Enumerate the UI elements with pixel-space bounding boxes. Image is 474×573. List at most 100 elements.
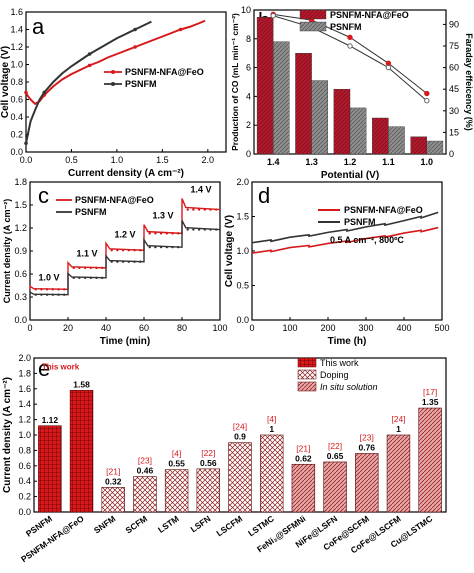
- step-label: 1.0 V: [38, 272, 59, 282]
- x-tick-label: 1.0: [421, 157, 434, 167]
- data-point: [133, 45, 137, 49]
- bar-insitu: [386, 434, 411, 513]
- reference-label: [23]: [360, 432, 374, 442]
- reference-label: [4]: [172, 449, 181, 459]
- y-tick-label: 0.5: [236, 281, 249, 291]
- legend-label: PSNFM: [75, 207, 107, 217]
- data-point: [171, 245, 174, 249]
- y-tick-label: 2.0: [236, 177, 249, 187]
- data-point: [45, 293, 49, 296]
- y-axis-label: Production of CO (mL min⁻¹ cm⁻²): [230, 13, 240, 151]
- data-point: [192, 208, 195, 211]
- x-tick-label: 2.0: [202, 155, 215, 165]
- faradaic-point: [347, 43, 353, 49]
- y-axis-label: Current density (A cm⁻²): [2, 199, 12, 303]
- reference-label: [21]: [106, 466, 120, 476]
- y-tick-label: 0.4: [10, 112, 23, 122]
- panel-label-e: e: [38, 356, 50, 381]
- y-tick-label: 4: [246, 91, 251, 101]
- legend-label: This work: [320, 358, 359, 368]
- legend-swatch: [299, 21, 327, 32]
- data-point: [72, 266, 75, 270]
- step-label: 1.3 V: [152, 211, 173, 221]
- bar-value-label: 1.12: [42, 415, 59, 425]
- faradaic-point: [270, 13, 276, 19]
- panel-label-d: d: [258, 183, 270, 208]
- data-point: [133, 27, 137, 32]
- reference-label: [17]: [423, 387, 437, 397]
- data-point: [57, 288, 60, 291]
- panel-b-chart: 1.4 1.3 1.2 1.1 1.0 0 2 4 6 8 10 0 15 30 45 60 75 90 Poten…: [230, 5, 474, 181]
- faradaic-point: [424, 90, 430, 97]
- y-tick-label: 1.2: [14, 223, 27, 233]
- series-line-black: [251, 211, 439, 244]
- bar-value-label: 0.9: [234, 432, 246, 442]
- y-tick-label: 0.9: [14, 246, 27, 256]
- data-point: [78, 276, 81, 280]
- bar-value-label: 0.65: [327, 451, 344, 461]
- data-point: [154, 245, 157, 249]
- x-axis-label: Current density (A cm⁻²): [68, 168, 184, 179]
- data-point: [127, 249, 130, 252]
- y-tick-label: 1.2: [10, 42, 23, 52]
- data-point: [148, 232, 151, 235]
- y-tick-label: 0.8: [10, 77, 23, 87]
- y2-tick-label: 15: [449, 127, 459, 137]
- data-point: [133, 260, 136, 263]
- panel-label-c: c: [38, 183, 49, 208]
- data-point: [116, 260, 119, 263]
- y-tick-label: 1.6: [10, 7, 23, 17]
- series-line-black: [29, 220, 221, 296]
- x-tick-label: 60: [139, 323, 149, 333]
- data-point: [116, 249, 119, 252]
- data-point: [165, 232, 168, 235]
- bar-darkred: [333, 88, 351, 155]
- faradaic-point: [385, 64, 392, 71]
- data-point: [51, 288, 54, 291]
- bar-doping: [259, 434, 284, 513]
- data-point: [57, 293, 60, 296]
- bar-insitu: [291, 463, 316, 513]
- data-point: [148, 245, 151, 249]
- data-point: [83, 266, 87, 270]
- y2-tick-label: 75: [449, 41, 459, 51]
- y-tick-label: 1.4: [18, 399, 31, 409]
- data-point: [34, 293, 37, 296]
- data-point: [197, 208, 201, 211]
- step-label: 1.2 V: [114, 229, 135, 239]
- data-point: [45, 288, 49, 291]
- bar-doping: [101, 487, 125, 513]
- y-tick-label: 0.3: [14, 292, 27, 302]
- plot-frame: [251, 181, 443, 321]
- data-point: [159, 245, 163, 249]
- condition-annotation: 0.5 A cm⁻², 800ºC: [330, 235, 404, 245]
- legend-label: PSNFM: [125, 79, 157, 89]
- data-point: [215, 228, 218, 231]
- bar-darkred: [256, 17, 274, 155]
- bar-this: [38, 425, 62, 513]
- bar-value-label: 0.76: [358, 442, 375, 452]
- x-tick-label: LSCFM: [214, 513, 244, 538]
- data-point: [42, 90, 46, 95]
- data-point: [139, 249, 142, 252]
- y-tick-label: 6: [246, 63, 251, 73]
- panel-d-chart: 0 100 200 300 400 500 0.0 0.5 1.0 1.5 2.0 Time (h) C…: [224, 177, 450, 347]
- x-tick-label: 500: [434, 323, 449, 333]
- x-tick-label: 1.5: [156, 155, 169, 165]
- y-tick-label: 1.8: [18, 368, 31, 378]
- data-point: [186, 228, 189, 231]
- data-point: [62, 288, 66, 291]
- x-tick-label: 40: [101, 323, 111, 333]
- y-tick-label: 1.2: [18, 415, 31, 425]
- y-tick-label: 0.0: [10, 147, 23, 157]
- x-tick-label: 1.0: [111, 155, 124, 165]
- bar-grey: [426, 140, 444, 155]
- data-point: [101, 276, 104, 280]
- data-point: [89, 276, 93, 280]
- x-tick-label: 1.1: [382, 157, 395, 167]
- data-point: [110, 260, 113, 263]
- bar-value-label: 1: [269, 424, 274, 434]
- legend-label: PSNFM-NFA@FeO: [330, 10, 409, 20]
- data-point: [171, 232, 174, 235]
